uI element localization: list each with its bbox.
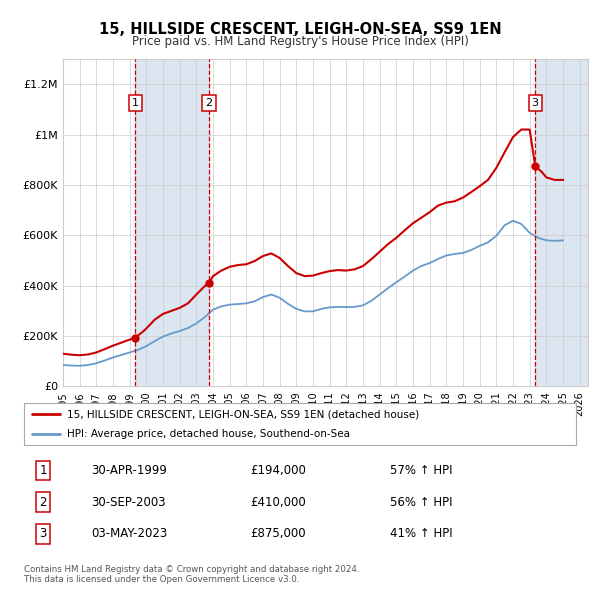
Text: 03-MAY-2023: 03-MAY-2023	[91, 527, 167, 540]
Text: This data is licensed under the Open Government Licence v3.0.: This data is licensed under the Open Gov…	[24, 575, 299, 584]
Text: 30-APR-1999: 30-APR-1999	[91, 464, 167, 477]
Text: 30-SEP-2003: 30-SEP-2003	[92, 496, 166, 509]
FancyBboxPatch shape	[24, 403, 576, 445]
Text: £410,000: £410,000	[250, 496, 306, 509]
Bar	[135, 59, 209, 386]
Text: 3: 3	[532, 98, 539, 108]
Text: 2: 2	[40, 496, 47, 509]
Text: HPI: Average price, detached house, Southend-on-Sea: HPI: Average price, detached house, Sout…	[67, 429, 350, 439]
Text: 15, HILLSIDE CRESCENT, LEIGH-ON-SEA, SS9 1EN (detached house): 15, HILLSIDE CRESCENT, LEIGH-ON-SEA, SS9…	[67, 409, 419, 419]
Text: 15, HILLSIDE CRESCENT, LEIGH-ON-SEA, SS9 1EN: 15, HILLSIDE CRESCENT, LEIGH-ON-SEA, SS9…	[98, 22, 502, 37]
Text: 56% ↑ HPI: 56% ↑ HPI	[390, 496, 452, 509]
Text: Contains HM Land Registry data © Crown copyright and database right 2024.: Contains HM Land Registry data © Crown c…	[24, 565, 359, 574]
Text: 1: 1	[131, 98, 139, 108]
Text: 3: 3	[40, 527, 47, 540]
Text: £194,000: £194,000	[250, 464, 306, 477]
Text: Price paid vs. HM Land Registry's House Price Index (HPI): Price paid vs. HM Land Registry's House …	[131, 35, 469, 48]
Text: 57% ↑ HPI: 57% ↑ HPI	[390, 464, 452, 477]
Text: 41% ↑ HPI: 41% ↑ HPI	[390, 527, 453, 540]
Text: £875,000: £875,000	[250, 527, 306, 540]
Text: 1: 1	[40, 464, 47, 477]
Text: 2: 2	[205, 98, 212, 108]
Bar	[535, 59, 588, 386]
